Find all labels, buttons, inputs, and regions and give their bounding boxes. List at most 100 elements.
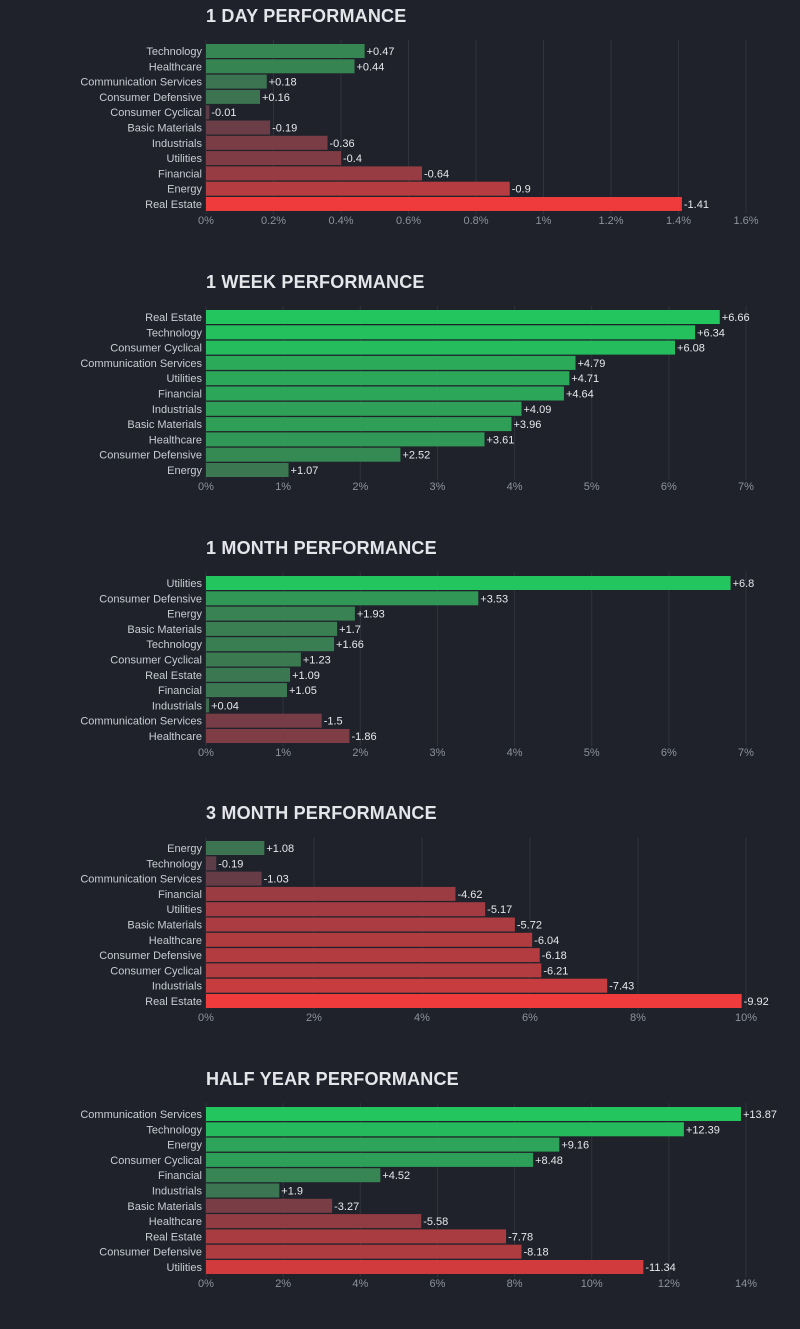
- x-tick-label: 6%: [661, 747, 677, 759]
- value-label: +1.66: [336, 639, 364, 651]
- bar: [206, 197, 682, 211]
- bar: [206, 44, 365, 58]
- bar: [206, 135, 328, 150]
- bar: [206, 591, 479, 606]
- category-label: Basic Materials: [127, 419, 202, 431]
- bar: [206, 1168, 381, 1183]
- value-label: +9.16: [561, 1140, 589, 1152]
- x-tick-label: 2%: [275, 1278, 291, 1290]
- x-tick-label: 5%: [584, 747, 600, 759]
- category-label: Consumer Cyclical: [110, 965, 202, 977]
- bar: [206, 1214, 422, 1229]
- bar: [206, 447, 401, 462]
- value-label: -1.03: [264, 874, 289, 886]
- value-label: +0.16: [262, 92, 290, 104]
- bar: [206, 120, 271, 135]
- value-label: -1.41: [684, 199, 709, 211]
- bar: [206, 978, 608, 993]
- bar: [206, 621, 338, 636]
- category-label: Real Estate: [145, 996, 202, 1008]
- value-label: +4.79: [578, 358, 606, 370]
- x-tick-label: 4%: [507, 747, 523, 759]
- bar: [206, 432, 485, 447]
- value-label: -5.72: [517, 920, 542, 932]
- category-label: Healthcare: [149, 935, 202, 947]
- category-label: Technology: [146, 858, 202, 870]
- category-label: Basic Materials: [127, 123, 202, 135]
- category-label: Utilities: [167, 578, 203, 590]
- chart-half-year-plot: 0% 2% 4% 6% 8% 10% 12% 14% Communication Service…: [80, 1103, 777, 1290]
- value-label: +0.18: [269, 77, 297, 89]
- category-label: Industrials: [152, 981, 203, 993]
- x-tick-label: 2%: [306, 1012, 322, 1024]
- bar: [206, 401, 522, 416]
- bar: [206, 1229, 507, 1244]
- value-label: +0.47: [367, 46, 395, 58]
- value-label: -0.19: [218, 858, 243, 870]
- category-label: Industrials: [152, 404, 203, 416]
- chart-3-month-plot: 0% 2% 4% 6% 8% 10% Energy +1.08 Technology -0.19 C…: [80, 837, 769, 1024]
- bar: [206, 637, 335, 652]
- bar: [206, 698, 210, 713]
- bar: [206, 683, 287, 698]
- value-label: +2.52: [402, 450, 430, 462]
- category-label: Utilities: [167, 373, 203, 385]
- chart-3-month: 3 MONTH PERFORMANCE 0% 2% 4% 6% 8% 10% Energy +…: [0, 797, 800, 1063]
- value-label: -5.58: [423, 1216, 448, 1228]
- category-label: Healthcare: [149, 61, 202, 73]
- category-label: Consumer Defensive: [99, 450, 202, 462]
- chart-title: 3 MONTH PERFORMANCE: [206, 803, 437, 823]
- x-tick-label: 3%: [429, 747, 445, 759]
- value-label: +1.08: [266, 843, 294, 855]
- bar: [206, 355, 576, 370]
- x-tick-label: 12%: [658, 1278, 680, 1290]
- category-label: Technology: [146, 639, 202, 651]
- value-label: +1.7: [339, 624, 361, 636]
- category-label: Consumer Cyclical: [110, 343, 202, 355]
- x-tick-label: 6%: [522, 1012, 538, 1024]
- value-label: -7.43: [609, 981, 634, 993]
- bar: [206, 325, 696, 340]
- category-label: Energy: [167, 1140, 202, 1152]
- category-label: Energy: [167, 184, 202, 196]
- x-tick-label: 5%: [584, 481, 600, 493]
- x-tick-label: 0.6%: [396, 215, 421, 227]
- x-tick-label: 2%: [352, 747, 368, 759]
- bar: [206, 371, 570, 386]
- bar: [206, 902, 486, 917]
- bar: [206, 1152, 534, 1167]
- x-tick-label: 0.8%: [463, 215, 488, 227]
- value-label: +6.08: [677, 343, 705, 355]
- x-tick-label: 7%: [738, 481, 754, 493]
- bar: [206, 886, 456, 901]
- bar: [206, 310, 720, 324]
- x-tick-label: 8%: [630, 1012, 646, 1024]
- bar: [206, 463, 289, 477]
- value-label: +4.09: [524, 404, 552, 416]
- x-tick-label: 10%: [735, 1012, 757, 1024]
- value-label: +1.93: [357, 609, 385, 621]
- category-label: Communication Services: [80, 77, 202, 89]
- category-label: Financial: [158, 168, 202, 180]
- x-tick-label: 0.2%: [261, 215, 286, 227]
- value-label: +13.87: [743, 1109, 777, 1121]
- value-label: +3.96: [513, 419, 541, 431]
- chart-1-month: 1 MONTH PERFORMANCE 0% 1% 2% 3% 4% 5% 6% 7% Util…: [0, 532, 800, 798]
- category-label: Energy: [167, 609, 202, 621]
- value-label: +1.23: [303, 655, 331, 667]
- x-tick-label: 1%: [536, 215, 552, 227]
- bar: [206, 994, 742, 1008]
- value-label: +4.64: [566, 389, 594, 401]
- bar: [206, 667, 291, 682]
- value-label: -8.18: [524, 1247, 549, 1259]
- bar: [206, 89, 260, 104]
- value-label: +1.9: [281, 1186, 303, 1198]
- category-label: Industrials: [152, 138, 203, 150]
- chart-1-week-plot: 0% 1% 2% 3% 4% 5% 6% 7% Real Estate +6.66 Technolo…: [80, 306, 754, 493]
- value-label: -0.64: [424, 168, 449, 180]
- category-label: Technology: [146, 327, 202, 339]
- bar: [206, 963, 542, 978]
- category-label: Healthcare: [149, 731, 202, 743]
- bar: [206, 74, 267, 89]
